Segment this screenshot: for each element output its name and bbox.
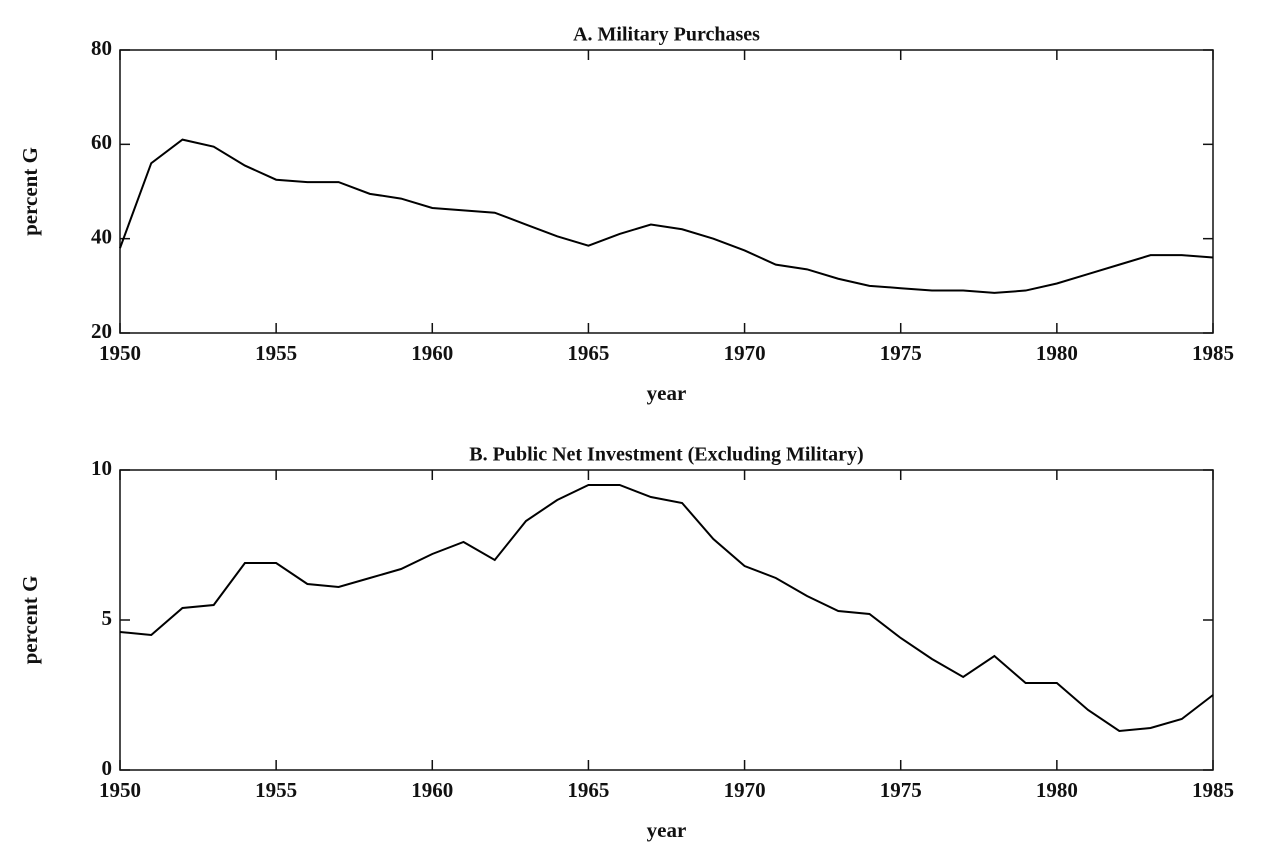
y-tick-label: 60 (91, 130, 112, 154)
y-tick-label: 80 (91, 36, 112, 60)
x-tick-label: 1985 (1192, 341, 1234, 365)
x-axis-label: year (647, 818, 687, 842)
plot-frame (119, 469, 1214, 771)
x-tick-label: 1985 (1192, 778, 1234, 802)
x-tick-label: 1970 (724, 341, 766, 365)
plot-frame (119, 49, 1214, 334)
x-tick-label: 1950 (99, 341, 141, 365)
x-tick-label: 1955 (255, 341, 297, 365)
line (119, 138, 1214, 294)
x-tick-label: 1965 (567, 778, 609, 802)
y-tick-label: 5 (102, 606, 113, 630)
x-tick-label: 1965 (567, 341, 609, 365)
y-tick-label: 40 (91, 224, 112, 248)
x-tick-label: 1955 (255, 778, 297, 802)
x-tick-label: 1950 (99, 778, 141, 802)
x-tick-label: 1980 (1036, 778, 1078, 802)
y-tick-label: 20 (91, 319, 112, 343)
chart-title: B. Public Net Investment (Excluding Mili… (469, 444, 863, 466)
x-tick-label: 1960 (411, 341, 453, 365)
y-axis-label: percent G (18, 576, 42, 665)
x-tick-label: 1960 (411, 778, 453, 802)
y-axis-label: percent G (18, 147, 42, 236)
x-tick-label: 1975 (880, 778, 922, 802)
y-tick-label: 0 (102, 756, 113, 780)
x-tick-label: 1970 (724, 778, 766, 802)
chart-title: A. Military Purchases (573, 24, 760, 46)
x-axis-label: year (647, 381, 687, 405)
x-tick-label: 1975 (880, 341, 922, 365)
x-tick-label: 1980 (1036, 341, 1078, 365)
y-tick-label: 10 (91, 456, 112, 480)
line (119, 484, 1214, 733)
